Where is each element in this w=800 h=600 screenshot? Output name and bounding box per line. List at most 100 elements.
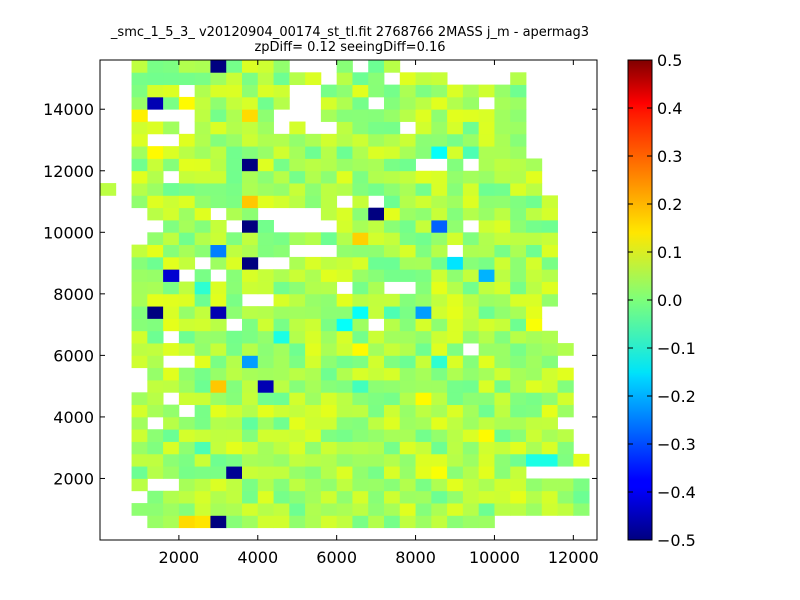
- heatmap-cell: [289, 392, 306, 406]
- heatmap-cell: [510, 416, 527, 430]
- heatmap-cell: [226, 453, 243, 467]
- heatmap-cell: [194, 306, 211, 319]
- heatmap-cell: [352, 429, 369, 442]
- heatmap-cell: [226, 96, 243, 110]
- heatmap-cell: [147, 503, 164, 516]
- heatmap-cell: [242, 355, 259, 369]
- heatmap-cell: [384, 207, 401, 221]
- heatmap-cell: [147, 256, 164, 270]
- heatmap-cell: [194, 355, 211, 369]
- heatmap-cell: [352, 453, 369, 467]
- heatmap-cell: [368, 121, 385, 135]
- heatmap-cell: [494, 466, 511, 479]
- heatmap-cell: [178, 170, 196, 184]
- heatmap-cell: [510, 121, 527, 135]
- heatmap-cell: [384, 453, 401, 467]
- heatmap-cell: [368, 158, 385, 172]
- y-tick-label: 12000: [43, 162, 94, 181]
- heatmap-cell: [194, 404, 211, 418]
- heatmap-cell: [478, 293, 495, 307]
- heatmap-cell: [147, 146, 164, 159]
- heatmap-cell: [131, 293, 148, 307]
- heatmap-cell: [178, 232, 196, 246]
- heatmap-cell: [384, 60, 401, 73]
- heatmap-cell: [478, 133, 495, 147]
- heatmap-cell: [242, 84, 259, 98]
- heatmap-cell: [131, 281, 148, 295]
- heatmap-cell: [399, 515, 416, 529]
- heatmap-cell: [257, 416, 274, 430]
- heatmap-cell: [415, 96, 432, 110]
- heatmap-cell: [447, 490, 464, 504]
- heatmap-cell: [257, 404, 274, 418]
- heatmap-cell: [131, 478, 148, 492]
- heatmap-cell: [273, 269, 290, 282]
- heatmap-cell: [163, 490, 180, 504]
- heatmap-cell: [289, 343, 306, 356]
- heatmap-cell: [384, 330, 401, 344]
- heatmap-cell: [226, 343, 243, 356]
- heatmap-cell: [305, 293, 322, 307]
- heatmap-cell: [384, 503, 401, 516]
- heatmap-cell: [447, 466, 464, 479]
- colorbar-tick-label: −0.4: [657, 483, 696, 502]
- heatmap-cell: [541, 392, 558, 406]
- heatmap-cell: [352, 72, 369, 86]
- heatmap-cell: [352, 269, 369, 282]
- heatmap-cell: [210, 404, 227, 418]
- heatmap-cell: [226, 146, 243, 159]
- heatmap-cell: [242, 404, 259, 418]
- heatmap-cell: [163, 121, 180, 135]
- heatmap-cell: [384, 133, 401, 147]
- heatmap-cell: [273, 478, 290, 492]
- heatmap-cell: [305, 503, 322, 516]
- heatmap-cell: [368, 490, 385, 504]
- heatmap-cell: [384, 244, 401, 258]
- heatmap-cell: [273, 60, 290, 73]
- heatmap-cell: [257, 466, 274, 479]
- heatmap-cell: [194, 207, 211, 221]
- heatmap-cell: [289, 195, 306, 209]
- heatmap-cell: [494, 146, 511, 159]
- heatmap-cell: [257, 72, 274, 86]
- heatmap-cell: [226, 355, 243, 369]
- heatmap-cell: [384, 355, 401, 369]
- heatmap-cell: [320, 453, 338, 467]
- colorbar-tick-label: 0.2: [657, 195, 682, 214]
- heatmap-cell: [462, 416, 480, 430]
- heatmap-cell: [462, 429, 480, 442]
- heatmap-cell: [510, 429, 527, 442]
- heatmap-cell: [399, 72, 416, 86]
- heatmap-cell: [447, 355, 464, 369]
- heatmap-cell: [320, 404, 338, 418]
- heatmap-cell: [320, 109, 338, 122]
- heatmap-cell: [273, 84, 290, 98]
- heatmap-cell: [415, 84, 432, 98]
- heatmap-cell: [226, 133, 243, 147]
- heatmap-cell: [399, 220, 416, 233]
- heatmap-cell: [447, 195, 464, 209]
- heatmap-cell: [163, 60, 180, 73]
- heatmap-cell: [526, 207, 543, 221]
- heatmap-cell: [478, 367, 495, 381]
- heatmap-cell: [257, 281, 274, 295]
- heatmap-cell: [431, 232, 448, 246]
- heatmap-cell: [305, 441, 322, 455]
- heatmap-cell: [131, 121, 148, 135]
- heatmap-cell: [289, 490, 306, 504]
- heatmap-cell: [210, 367, 227, 381]
- heatmap-cell: [273, 490, 290, 504]
- heatmap-cell: [242, 232, 259, 246]
- colorbar-tick-label: −0.3: [657, 435, 696, 454]
- heatmap-cell: [194, 367, 211, 381]
- heatmap-cell: [541, 220, 558, 233]
- heatmap-cell: [336, 392, 353, 406]
- heatmap-cell: [431, 343, 448, 356]
- heatmap-cell: [257, 195, 274, 209]
- heatmap-cell: [415, 392, 432, 406]
- heatmap-cell: [163, 281, 180, 295]
- chart-title: _smc_1_5_3_ v20120904_00174_st_tl.fit 27…: [110, 25, 590, 40]
- heatmap-cell: [478, 416, 495, 430]
- heatmap-cell: [352, 367, 369, 381]
- colorbar-tick-label: −0.2: [657, 387, 696, 406]
